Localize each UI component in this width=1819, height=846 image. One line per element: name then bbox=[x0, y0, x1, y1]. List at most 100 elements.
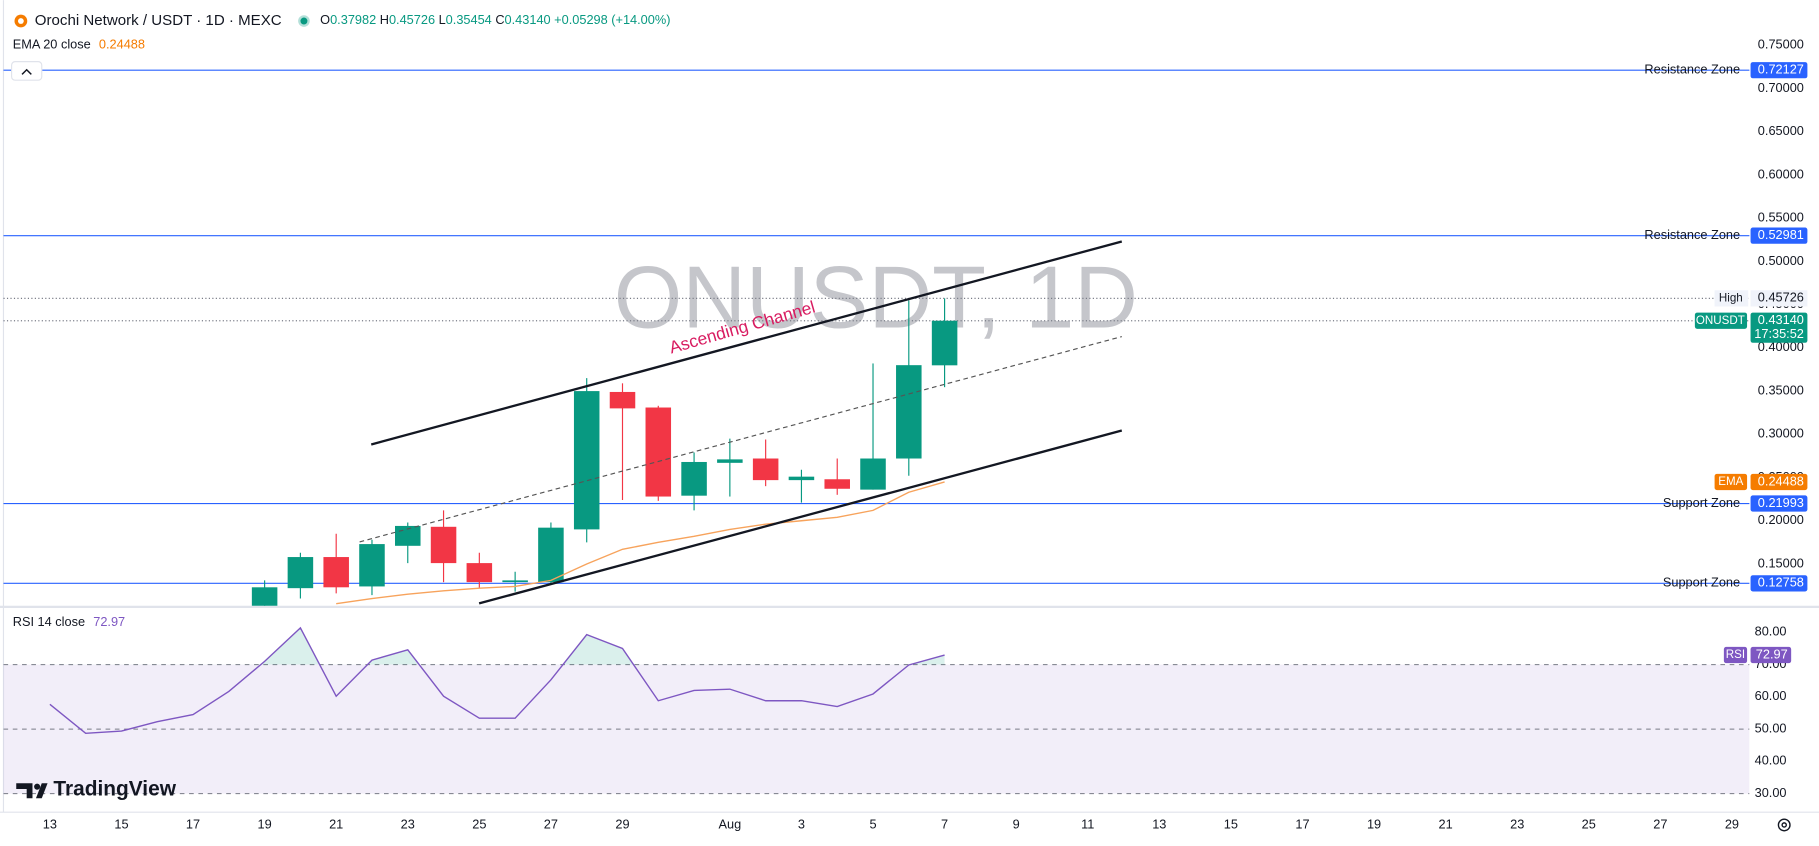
x-tick-label: 13 bbox=[43, 816, 57, 831]
ohlc-value: 0.35454 bbox=[446, 12, 492, 27]
level-name: Resistance Zone bbox=[1644, 62, 1740, 77]
level-tag bbox=[1750, 575, 1808, 592]
channel-upper bbox=[370, 240, 1123, 446]
candle-body bbox=[824, 479, 850, 489]
change: +0.05298 (+14.00%) bbox=[554, 12, 670, 27]
x-tick-label: 21 bbox=[329, 816, 343, 831]
last-price-tag bbox=[1750, 312, 1808, 343]
rsi-tick-label: 80.00 bbox=[1755, 624, 1787, 639]
watermark: ONUSDT, 1D bbox=[614, 247, 1138, 346]
settings-button[interactable] bbox=[1777, 818, 1791, 832]
candle-body bbox=[502, 580, 528, 583]
rsi-tag-name: RSI bbox=[1726, 648, 1745, 661]
tags-layer: Resistance Zone 0.72127 Resistance Zone 0.5… bbox=[1644, 62, 1808, 664]
x-tick-label: 7 bbox=[941, 816, 948, 831]
y-tick-label: 0.55000 bbox=[1758, 210, 1804, 225]
background-layer: ONUSDT, 1D bbox=[614, 247, 1138, 346]
rsi-tick-label: 30.00 bbox=[1755, 785, 1787, 800]
rsi-layer bbox=[3, 626, 1750, 795]
symbol-icon-inner bbox=[17, 18, 24, 24]
ema-tag bbox=[1750, 473, 1808, 491]
ema-tag-name: EMA bbox=[1718, 475, 1743, 488]
collapse-button[interactable] bbox=[11, 61, 43, 81]
ohlc-label: C bbox=[495, 12, 504, 27]
settings-icon[interactable] bbox=[1781, 822, 1787, 828]
candle-body bbox=[681, 461, 707, 496]
plot-layer bbox=[251, 298, 958, 606]
channel-mid bbox=[359, 336, 1122, 543]
candle-body bbox=[788, 476, 815, 481]
y-tick-label: 0.30000 bbox=[1758, 426, 1804, 441]
ema-legend: EMA 20 close 0.24488 bbox=[13, 37, 145, 52]
y-tick-label: 0.35000 bbox=[1758, 382, 1804, 397]
x-tick-label: 25 bbox=[472, 816, 486, 831]
rsi-tick-label: 40.00 bbox=[1755, 753, 1787, 768]
high-tag-box bbox=[1750, 290, 1808, 307]
rsi-tag bbox=[1750, 646, 1792, 664]
candle-body bbox=[717, 459, 743, 463]
rsi-name-tag bbox=[1723, 646, 1748, 664]
level-tag bbox=[1750, 495, 1808, 512]
x-tick-label: Aug bbox=[719, 816, 742, 831]
candle-body bbox=[645, 407, 672, 497]
collapse-icon[interactable] bbox=[21, 68, 32, 75]
x-tick-label: 29 bbox=[615, 816, 629, 831]
x-tick-label: 15 bbox=[1224, 816, 1238, 831]
y-tick-label: 0.65000 bbox=[1758, 123, 1804, 138]
y-tick-label: 0.75000 bbox=[1758, 37, 1804, 52]
high-tag bbox=[1714, 290, 1749, 307]
candle-body bbox=[430, 526, 457, 564]
rsi-legend-value: 72.97 bbox=[93, 614, 125, 629]
x-tick-label: 9 bbox=[1013, 816, 1020, 831]
rsi-tick-label: 50.00 bbox=[1755, 721, 1787, 736]
y-tick-label: 0.60000 bbox=[1758, 166, 1804, 181]
x-tick-label: 3 bbox=[798, 816, 805, 831]
candle-body bbox=[752, 458, 779, 481]
level-name: Support Zone bbox=[1663, 575, 1740, 590]
candle-body bbox=[609, 391, 636, 409]
x-tick-label: 27 bbox=[1653, 816, 1667, 831]
candle-body bbox=[538, 527, 564, 583]
logo-slash bbox=[35, 783, 48, 799]
x-tick-label: 27 bbox=[544, 816, 558, 831]
rsi-tick-label: 60.00 bbox=[1755, 688, 1787, 703]
ohlc: O0.37982 H0.45726 L0.35454 C0.43140 +0.0… bbox=[320, 12, 670, 27]
x-tick-label: 13 bbox=[1152, 816, 1166, 831]
ema-legend-value: 0.24488 bbox=[99, 37, 145, 52]
x-tick-label: 21 bbox=[1439, 816, 1453, 831]
last-price-value: 0.43140 bbox=[1758, 312, 1804, 327]
x-tick-label: 19 bbox=[1367, 816, 1381, 831]
x-tick-label: 29 bbox=[1725, 816, 1739, 831]
candle-body bbox=[251, 587, 278, 606]
rsi-value: 72.97 bbox=[1756, 646, 1788, 661]
logo-mark bbox=[16, 783, 33, 799]
ohlc-label: H bbox=[380, 12, 389, 27]
rsi-legend: RSI 14 close 72.97 bbox=[13, 614, 125, 629]
countdown: 17:35:52 bbox=[1754, 326, 1804, 341]
high-value: 0.45726 bbox=[1758, 290, 1804, 305]
header: Orochi Network / USDT · 1D · MEXC O0.379… bbox=[11, 12, 670, 629]
brand-name: TradingView bbox=[53, 778, 176, 801]
level-tag bbox=[1750, 62, 1808, 79]
rsi-line bbox=[49, 626, 945, 735]
symbol-title: Orochi Network / USDT · 1D · MEXC bbox=[35, 12, 282, 29]
candle-body bbox=[860, 458, 886, 490]
candle-body bbox=[573, 391, 600, 530]
candle-body bbox=[287, 557, 314, 589]
x-tick-label: 25 bbox=[1582, 816, 1596, 831]
ohlc-value: 0.45726 bbox=[389, 12, 435, 27]
level-value: 0.52981 bbox=[1758, 227, 1804, 242]
ema-name-tag bbox=[1714, 473, 1748, 491]
level-name: Support Zone bbox=[1663, 495, 1740, 510]
x-tick-label: 17 bbox=[1295, 816, 1309, 831]
candle-body bbox=[466, 563, 493, 583]
candle-body bbox=[896, 365, 922, 459]
ema-legend-name: EMA 20 close bbox=[13, 37, 91, 52]
x-tick-label: 23 bbox=[401, 816, 415, 831]
candle-body bbox=[323, 557, 349, 588]
x-tick-label: 15 bbox=[114, 816, 128, 831]
candle-body bbox=[359, 544, 385, 587]
rsi-overbought-fill bbox=[260, 627, 945, 665]
